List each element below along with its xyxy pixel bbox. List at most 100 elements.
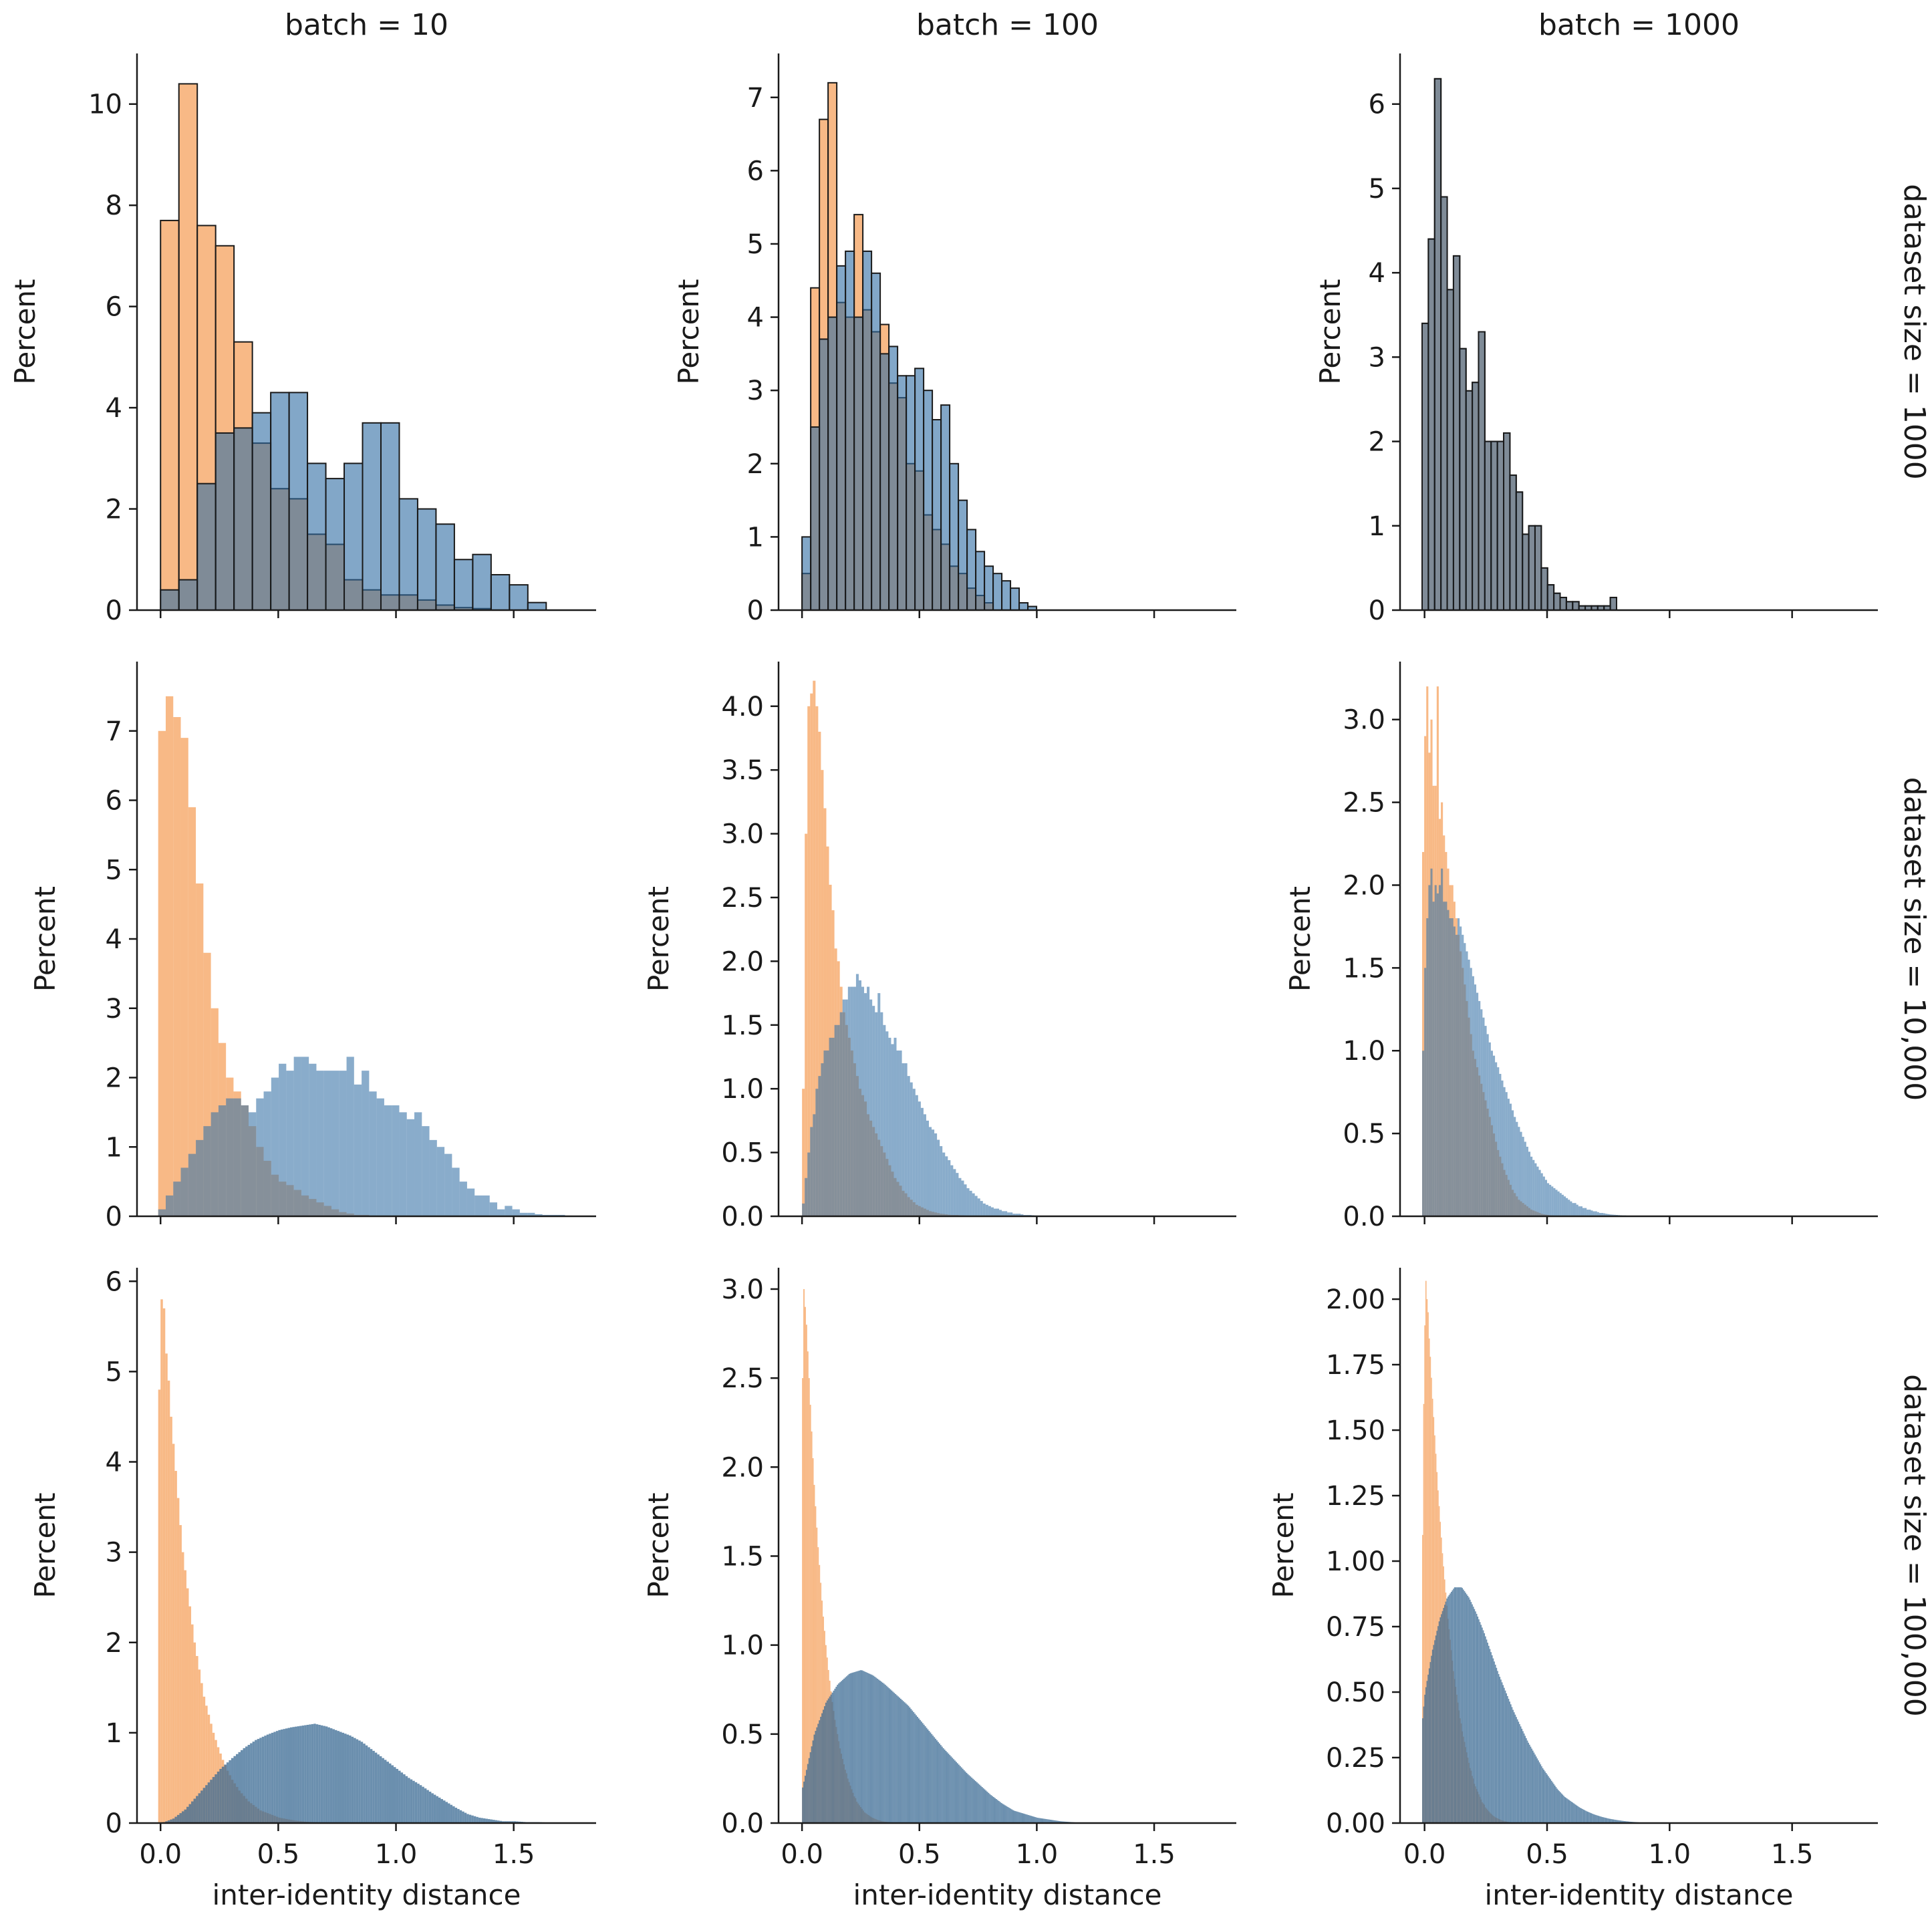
r1c1-ytick-label: 0.5 [721, 1138, 764, 1169]
r2c1-blue-bar [906, 1704, 908, 1823]
r2c0-blue-bar [191, 1801, 194, 1823]
r1c1-blue-bar [891, 1044, 894, 1216]
r2c1-blue-bar [813, 1734, 815, 1823]
r2c0-blue-bar [193, 1798, 196, 1823]
r2c1-blue-bar [941, 1746, 943, 1823]
r2c2-blue-bar [1518, 1721, 1520, 1823]
r0c2-blue-bar [1459, 348, 1467, 611]
r1c1-orange-bar [818, 731, 821, 1216]
r1c2-blue-bar [1430, 868, 1433, 1216]
r1c2-blue-bar [1490, 1051, 1493, 1216]
r2c1-blue-bar [804, 1776, 806, 1823]
r2c2-blue-bar [1599, 1816, 1600, 1823]
r0c0-blue-bar [435, 523, 455, 611]
r2c0-blue-bar [382, 1758, 384, 1823]
r1c1-blue-bar [928, 1127, 932, 1216]
r1c1-blue-bar [829, 1037, 832, 1216]
r2c2-blue-bar [1438, 1621, 1440, 1823]
r1c2-blue-bar [1516, 1121, 1518, 1216]
r2c0-blue-bar [485, 1818, 488, 1823]
r2c2-blue-bar [1531, 1748, 1532, 1823]
r1c0-ytick-label: 5 [106, 855, 122, 885]
r2c1-xtick-label: 0.0 [781, 1839, 823, 1870]
r1c1-orange-bar [810, 693, 813, 1216]
r2c0-blue-bar [325, 1726, 328, 1823]
r2c2-xtick-label: 1.0 [1649, 1839, 1691, 1870]
r2c1-ytick-label: 2.5 [721, 1363, 764, 1394]
r2c2-blue-bar [1488, 1645, 1490, 1823]
r2c0-blue-bar [250, 1743, 253, 1823]
r2c2-blue-bar [1605, 1818, 1607, 1823]
r2c0-blue-bar [363, 1744, 366, 1823]
r2c2-blue-bar [1572, 1802, 1574, 1823]
column-title-1: batch = 100 [916, 8, 1099, 42]
r0c2-blue-bar [1534, 525, 1542, 611]
r2c1-blue-bar [842, 1679, 843, 1823]
r0c0-blue-bar [325, 478, 346, 611]
r1c1-blue-bar [980, 1201, 983, 1216]
r2c1-orange-bar [808, 1378, 810, 1823]
r2c2-blue-bar [1536, 1758, 1538, 1823]
r2c1-ytick-label: 2.0 [721, 1452, 764, 1483]
r2c0-blue-bar [320, 1725, 323, 1823]
r2c2-blue-bar [1477, 1616, 1479, 1823]
r2c2-blue-bar [1497, 1671, 1498, 1823]
r1c0-orange-bar [203, 952, 211, 1216]
r2c0-blue-bar [210, 1780, 213, 1823]
r2c2-blue-bar [1603, 1817, 1605, 1823]
r2c1-blue-bar [887, 1687, 889, 1823]
r2c2-blue-bar [1526, 1740, 1528, 1823]
r2c1-blue-bar [912, 1710, 914, 1823]
r0c0-blue-bar [178, 579, 198, 611]
r1c1-blue-bar [902, 1063, 905, 1216]
r2c2-blue-bar [1591, 1813, 1593, 1823]
r2c1-blue-bar [914, 1713, 916, 1823]
r2c0-blue-bar [170, 1819, 172, 1823]
r2c1-blue-bar [1022, 1813, 1024, 1823]
r2c1-blue-bar [816, 1727, 818, 1823]
r2c2-blue-bar [1482, 1627, 1483, 1823]
r0c1-blue-bar [992, 573, 1003, 611]
r2c2-blue-bar [1579, 1808, 1581, 1823]
r2c0-blue-bar [370, 1749, 373, 1823]
r2c0-blue-bar [396, 1768, 399, 1823]
r1c2-blue-bar [1449, 918, 1452, 1216]
r1c1-blue-bar [802, 1203, 805, 1216]
r0c2-blue-bar [1572, 601, 1580, 611]
r2c0-orange-bar [184, 1570, 186, 1823]
r1c0-blue-bar [354, 1084, 362, 1216]
r0c1-blue-bar [845, 250, 855, 611]
r2c2-blue-bar [1595, 1814, 1597, 1823]
r2c0-blue-bar [261, 1736, 265, 1823]
r2c1-blue-bar [964, 1771, 966, 1823]
r2c1-blue-bar [974, 1780, 976, 1823]
r2c2-blue-bar [1424, 1694, 1425, 1823]
r2c0-blue-bar [245, 1746, 248, 1823]
r1c2-blue-bar [1574, 1203, 1576, 1216]
r0c0-blue-bar [196, 482, 217, 611]
r2c0-blue-bar [292, 1727, 295, 1823]
r2c2-blue-bar [1504, 1690, 1506, 1823]
r1c2-blue-bar [1544, 1180, 1547, 1216]
r2c0-xtick-label: 1.0 [375, 1839, 418, 1870]
r2c1-blue-bar [831, 1692, 833, 1823]
r2c0-blue-bar [417, 1784, 420, 1823]
r2c0-blue-bar [337, 1731, 339, 1823]
r2c1-blue-bar [901, 1699, 903, 1823]
r1c0-orange-bar [165, 696, 174, 1216]
r2c2-blue-bar [1553, 1784, 1554, 1823]
r2c1-blue-bar [833, 1690, 835, 1823]
r1c0-ytick-label: 6 [106, 786, 122, 817]
r1c2-blue-bar [1468, 959, 1470, 1216]
r1c1-blue-bar [867, 986, 870, 1216]
r2c1-blue-bar [924, 1726, 926, 1823]
r1c2-blue-bar [1524, 1141, 1526, 1216]
r2c1-blue-bar [1010, 1808, 1012, 1823]
r1c2-blue-bar [1453, 926, 1456, 1216]
r2c2-xtick-label: 0.5 [1526, 1839, 1568, 1870]
r1c1-blue-bar [996, 1208, 1000, 1216]
r0c0-ytick-label: 6 [106, 292, 122, 323]
r2c0-blue-bar [224, 1764, 227, 1823]
r2c0-blue-bar [181, 1811, 184, 1823]
